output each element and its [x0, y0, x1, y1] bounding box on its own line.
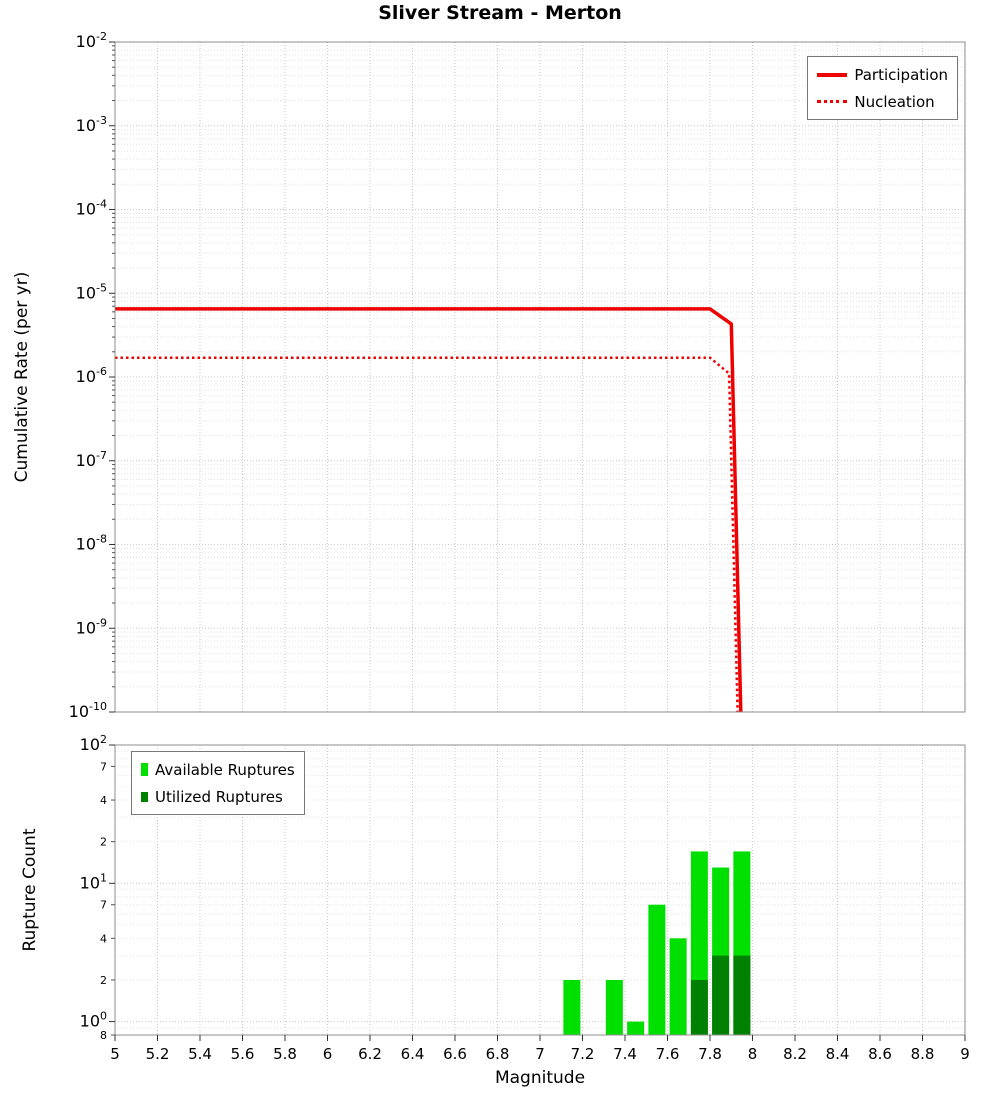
available-ruptures-bar [605, 979, 623, 1035]
nucleation-line [115, 356, 739, 713]
x-tick-label: 7.2 [571, 1045, 595, 1063]
rate-y-tick-label: 10-4 [76, 198, 107, 219]
x-tick-label: 7.8 [698, 1045, 722, 1063]
available-ruptures-swatch [141, 763, 148, 776]
rate-plot-border [114, 41, 966, 713]
legend-rupture-chart: Available Ruptures Utilized Ruptures [131, 751, 305, 815]
x-tick-label: 6.6 [443, 1045, 467, 1063]
participation-line-sample [817, 72, 848, 77]
rate-y-tick-label: 10-7 [76, 449, 107, 470]
count-y-tick-label: 100 [80, 1010, 107, 1031]
x-tick-label: 5.8 [273, 1045, 297, 1063]
x-tick-label: 8.8 [911, 1045, 935, 1063]
x-tick-label: 8 [748, 1045, 758, 1063]
available-ruptures-bar [627, 1021, 645, 1035]
participation-label: Participation [854, 65, 948, 84]
available-ruptures-bar [648, 904, 666, 1035]
x-tick-label: 5.2 [146, 1045, 170, 1063]
rate-y-tick-label: 10-3 [76, 114, 107, 135]
legend-rate-chart: Participation Nucleation [807, 56, 958, 120]
rate-y-tick-label: 10-10 [69, 700, 107, 721]
x-tick-label: 6 [323, 1045, 333, 1063]
available-ruptures-label: Available Ruptures [155, 760, 295, 779]
x-tick-label: 6.4 [401, 1045, 425, 1063]
x-tick-label: 9 [960, 1045, 970, 1063]
rate-y-tick-label: 10-2 [76, 30, 107, 51]
rate-y-tick-label: 10-5 [76, 281, 107, 302]
count-y-minor-tick-label: 8 [100, 1029, 107, 1042]
available-ruptures-bar [563, 979, 581, 1035]
rate-y-tick-label: 10-6 [76, 365, 107, 386]
count-y-minor-tick-label: 4 [100, 794, 107, 807]
utilized-ruptures-swatch [141, 791, 148, 802]
legend-item-participation: Participation [817, 61, 948, 88]
count-y-tick-label: 102 [80, 733, 107, 754]
count-y-minor-tick-label: 4 [100, 932, 107, 945]
legend-item-available: Available Ruptures [141, 756, 295, 783]
x-tick-label: 8.2 [783, 1045, 807, 1063]
chart-title: Sliver Stream - Merton [378, 2, 622, 24]
nucleation-line-sample [817, 100, 848, 103]
rate-y-tick-label: 10-8 [76, 533, 107, 554]
x-tick-label: 5.6 [231, 1045, 255, 1063]
count-y-minor-tick-label: 2 [100, 974, 107, 987]
count-y-tick-label: 101 [80, 871, 107, 892]
x-tick-label: 5.4 [188, 1045, 212, 1063]
nucleation-label: Nucleation [854, 92, 935, 111]
x-tick-label: 7.6 [656, 1045, 680, 1063]
x-axis-label-magnitude: Magnitude [494, 1068, 586, 1088]
x-tick-label: 7 [535, 1045, 545, 1063]
legend-item-nucleation: Nucleation [817, 88, 948, 115]
legend-item-utilized: Utilized Ruptures [141, 783, 295, 810]
count-y-minor-tick-label: 2 [100, 836, 107, 849]
utilized-ruptures-bar [733, 955, 751, 1035]
utilized-ruptures-label: Utilized Ruptures [155, 787, 283, 806]
x-tick-label: 8.6 [868, 1045, 892, 1063]
count-y-minor-tick-label: 7 [100, 760, 107, 773]
x-tick-label: 6.2 [358, 1045, 382, 1063]
participation-line [115, 307, 743, 713]
utilized-ruptures-bar [690, 979, 708, 1035]
available-ruptures-bar [669, 938, 687, 1035]
x-tick-label: 7.4 [613, 1045, 637, 1063]
count-y-minor-tick-label: 7 [100, 899, 107, 912]
x-tick-label: 5 [110, 1045, 120, 1063]
x-tick-label: 6.8 [486, 1045, 510, 1063]
x-tick-label: 8.4 [826, 1045, 850, 1063]
rate-y-tick-label: 10-9 [76, 616, 107, 637]
utilized-ruptures-bar [712, 955, 730, 1035]
